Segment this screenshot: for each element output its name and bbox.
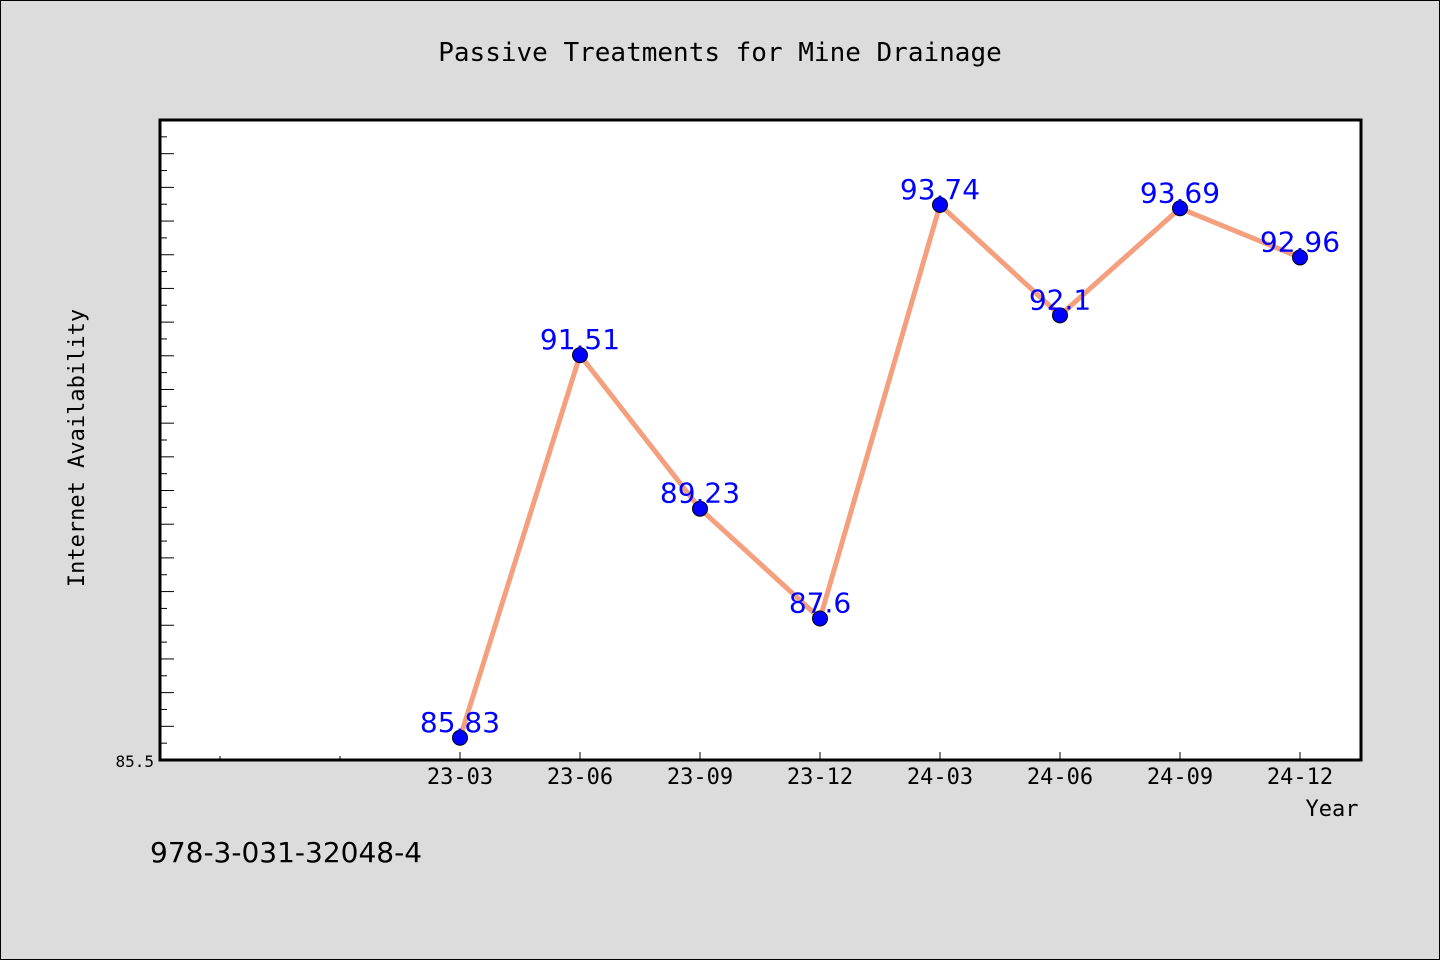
series-points <box>452 196 1308 746</box>
series-polyline <box>457 202 1301 739</box>
data-point <box>1052 307 1068 324</box>
data-point <box>452 729 468 746</box>
data-label: 93.74 <box>900 173 980 206</box>
data-point <box>1172 200 1188 217</box>
x-axis-label: Year <box>1306 797 1359 822</box>
data-label: 92.96 <box>1260 225 1340 258</box>
data-point <box>932 196 948 213</box>
y-tick-label: 85.5 <box>115 752 154 771</box>
x-tick-label: 23-09 <box>667 765 733 790</box>
data-label: 93.69 <box>1140 176 1220 209</box>
x-axis-ticks: 23-03 23-06 23-09 23-12 24-03 24-06 24-09 24-12 <box>219 752 1333 790</box>
x-tick-label: 24-09 <box>1147 765 1213 790</box>
data-label: 85.83 <box>420 706 500 739</box>
x-tick-label: 23-03 <box>427 765 493 790</box>
data-label: 91.51 <box>540 323 620 356</box>
data-point <box>572 347 588 364</box>
series-line <box>457 202 1301 739</box>
data-label: 89.23 <box>660 477 740 510</box>
data-point <box>812 610 828 627</box>
x-tick-label: 24-06 <box>1027 765 1093 790</box>
data-label: 92.1 <box>1029 283 1091 316</box>
x-tick-label: 23-12 <box>787 765 853 790</box>
x-tick-label: 24-12 <box>1267 765 1333 790</box>
y-axis-label: Internet Availability <box>65 309 90 587</box>
data-label: 87.6 <box>789 587 851 620</box>
data-point <box>692 500 708 517</box>
isbn-footer: 978-3-031-32048-4 <box>150 836 422 869</box>
x-tick-label: 23-06 <box>547 765 613 790</box>
y-axis-ticks: 85.5 <box>115 119 174 771</box>
x-tick-label: 24-03 <box>907 765 973 790</box>
data-labels: 85.83 91.51 89.23 87.6 93.74 92.1 93.69 92.96 <box>420 173 1340 739</box>
chart-title: Passive Treatments for Mine Drainage <box>438 38 1002 68</box>
data-point <box>1292 249 1308 266</box>
